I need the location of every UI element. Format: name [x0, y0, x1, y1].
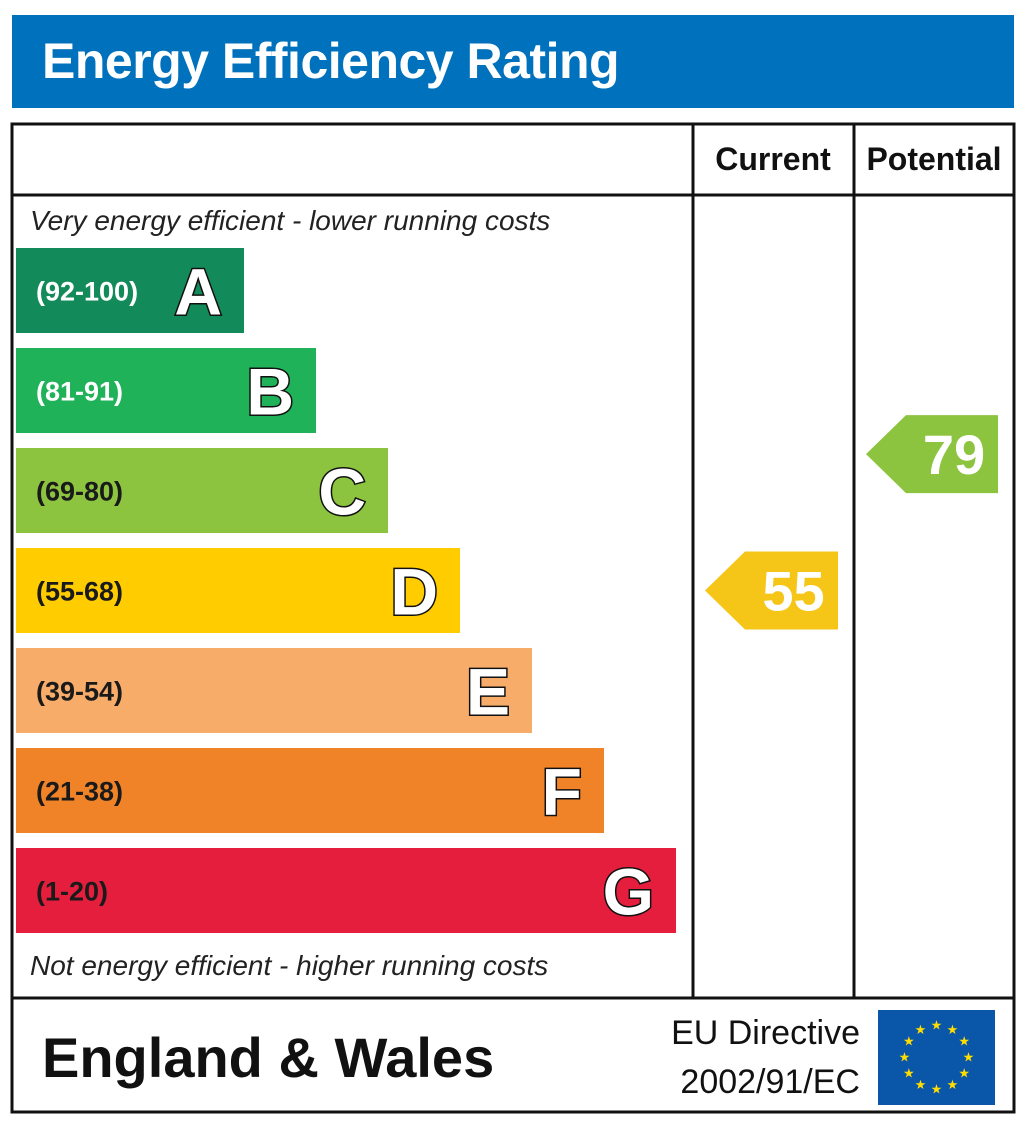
- band-bar-e: [16, 648, 532, 733]
- band-letter-c: C: [318, 455, 366, 529]
- band-range-g: (1-20): [36, 877, 108, 907]
- band-range-d: (55-68): [36, 577, 123, 607]
- eu-star-icon: ★: [903, 1035, 915, 1050]
- band-range-a: (92-100): [36, 277, 138, 307]
- page-title: Energy Efficiency Rating: [42, 33, 620, 89]
- potential-rating-arrow: [866, 415, 998, 494]
- current-rating-arrow: [705, 551, 838, 630]
- top-note: Very energy efficient - lower running co…: [30, 205, 550, 236]
- eu-star-icon: ★: [963, 1051, 975, 1066]
- band-bar-b: [16, 348, 316, 433]
- band-letter-a: A: [174, 255, 222, 329]
- chart-frame: [10, 122, 1016, 1114]
- directive-line-1: EU Directive: [671, 1014, 860, 1052]
- current-rating-value: 55: [762, 560, 824, 623]
- band-range-e: (39-54): [36, 677, 123, 707]
- band-bar-c: [16, 448, 388, 533]
- eu-star-icon: ★: [931, 1019, 943, 1034]
- band-range-f: (21-38): [36, 777, 123, 807]
- eu-star-icon: ★: [947, 1078, 959, 1093]
- eu-star-icon: ★: [903, 1067, 915, 1082]
- eu-star-icon: ★: [931, 1083, 943, 1098]
- eu-star-icon: ★: [915, 1023, 927, 1038]
- band-letter-b: B: [246, 355, 294, 429]
- eu-flag-background: [878, 1010, 995, 1105]
- band-range-b: (81-91): [36, 377, 123, 407]
- potential-column-header: Potential: [866, 141, 1001, 177]
- rating-bands: (92-100) A (81-91) B (69-80) C (55-68) D (39-54)…: [16, 248, 676, 933]
- band-letter-g: G: [603, 855, 654, 929]
- eu-star-icon: ★: [958, 1067, 970, 1082]
- band-letter-f: F: [542, 755, 582, 829]
- bottom-note: Not energy efficient - higher running co…: [30, 950, 548, 981]
- band-bar-d: [16, 548, 460, 633]
- rating-arrows: 55 79: [705, 415, 998, 630]
- band-bar-a: [16, 248, 244, 333]
- band-bar-g: [16, 848, 676, 933]
- region-label: England & Wales: [42, 1026, 494, 1089]
- band-letter-e: E: [466, 655, 510, 729]
- directive-line-2: 2002/91/EC: [680, 1063, 860, 1101]
- eu-star-icon: ★: [899, 1051, 911, 1066]
- potential-rating-value: 79: [923, 423, 985, 486]
- band-bar-f: [16, 748, 604, 833]
- eu-star-icon: ★: [915, 1078, 927, 1093]
- band-letter-d: D: [390, 555, 438, 629]
- band-range-c: (69-80): [36, 477, 123, 507]
- eu-flag-icon: ★ ★★★★★★★★★★★: [878, 1010, 995, 1105]
- header-banner: Energy Efficiency Rating: [12, 15, 1014, 108]
- eu-star-icon: ★: [958, 1035, 970, 1050]
- current-column-header: Current: [715, 141, 831, 177]
- eu-star-icon: ★: [947, 1023, 959, 1038]
